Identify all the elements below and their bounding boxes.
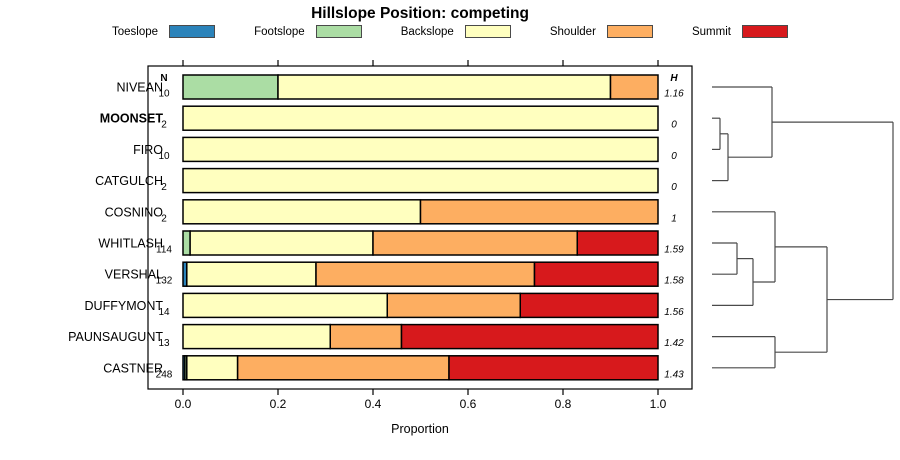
x-tick-label: 0.4 [365,397,382,411]
plot-box [147,65,693,390]
bar-segment-backslope [182,199,422,225]
site-label: FIRO [133,143,163,157]
x-tick-label: 0.8 [555,397,572,411]
shoulder-swatch [606,25,653,38]
n-value: 14 [158,307,170,318]
bar-segment-backslope [182,105,659,131]
bar-segment-shoulder [329,323,403,350]
bar-segment-backslope [186,261,317,287]
bar-segment-backslope [277,74,612,100]
legend-item-summit: Summit [692,25,788,38]
h-value: 1 [671,213,677,224]
h-value: 0 [671,120,677,131]
bar-segment-summit [576,230,659,256]
bar-segment-backslope [182,136,659,163]
h-value: 1.59 [664,245,684,256]
h-value: 1.42 [664,338,684,349]
n-value: 10 [158,151,170,162]
site-label: COSNINO [105,205,164,219]
bar-segment-backslope [189,230,374,256]
legend-label: Shoulder [549,25,596,38]
n-value: 2 [161,213,167,224]
bar-segment-shoulder [236,355,450,381]
toeslope-swatch [169,25,216,38]
n-value: 2 [161,182,167,193]
h-value: 1.58 [664,276,684,287]
bar-segment-summit [400,323,659,350]
bar-segment-backslope [182,323,331,350]
x-tick-label: 1.0 [650,397,667,411]
n-value: 10 [158,89,170,100]
summit-swatch [741,25,788,38]
site-label: MOONSET [100,112,164,126]
n-value: 248 [156,369,173,380]
bar-segment-footslope [182,230,191,256]
n-value: 114 [156,245,172,256]
bar-segment-summit [519,292,659,319]
site-label: DUFFYMONT [85,299,164,313]
legend-item-footslope: Footslope [254,25,362,38]
legend-item-backslope: Backslope [401,25,511,38]
legend-label: Toeslope [112,25,159,38]
legend-item-toeslope: Toeslope [112,25,216,38]
chart-title: Hillslope Position: competing [311,5,529,22]
x-tick-label: 0.2 [270,397,287,411]
h-column-header: H [670,73,678,84]
x-tick-label: 0.0 [175,397,192,411]
bar-segment-backslope [186,355,239,381]
footslope-swatch [315,25,362,38]
legend-item-shoulder: Shoulder [550,25,653,38]
h-value: 1.43 [664,369,684,380]
bar-segment-summit [448,355,659,381]
n-column-header: N [160,73,167,84]
bar-segment-backslope [182,167,659,194]
legend-label: Backslope [400,25,454,38]
bar-segment-shoulder [419,199,659,225]
h-value: 0 [671,182,677,193]
legend-label: Footslope [254,25,305,38]
site-label: CATGULCH [95,174,163,188]
site-label: CASTNER [103,361,163,375]
backslope-swatch [464,25,511,38]
bar-segment-shoulder [315,261,536,287]
bar-segment-footslope [182,74,279,100]
bar-segment-shoulder [609,74,659,100]
site-label: VERSHAL [105,268,163,282]
x-tick-label: 0.6 [460,397,477,411]
bar-segment-backslope [182,292,388,319]
h-value: 0 [671,151,677,162]
site-label: PAUNSAUGUNT [68,330,163,344]
legend-label: Summit [691,25,731,38]
x-axis-label: Proportion [391,422,449,436]
n-value: 2 [161,120,167,131]
legend: Toeslope Footslope Backslope Shoulder Su… [112,25,788,38]
h-value: 1.56 [664,307,684,318]
h-value: 1.16 [664,89,684,100]
site-label: NIVEAN [116,81,163,95]
bar-segment-summit [533,261,659,287]
n-value: 13 [158,338,170,349]
site-label: WHITLASH [98,237,163,251]
bar-segment-shoulder [372,230,578,256]
n-value: 132 [156,276,173,287]
bar-segment-shoulder [386,292,521,319]
